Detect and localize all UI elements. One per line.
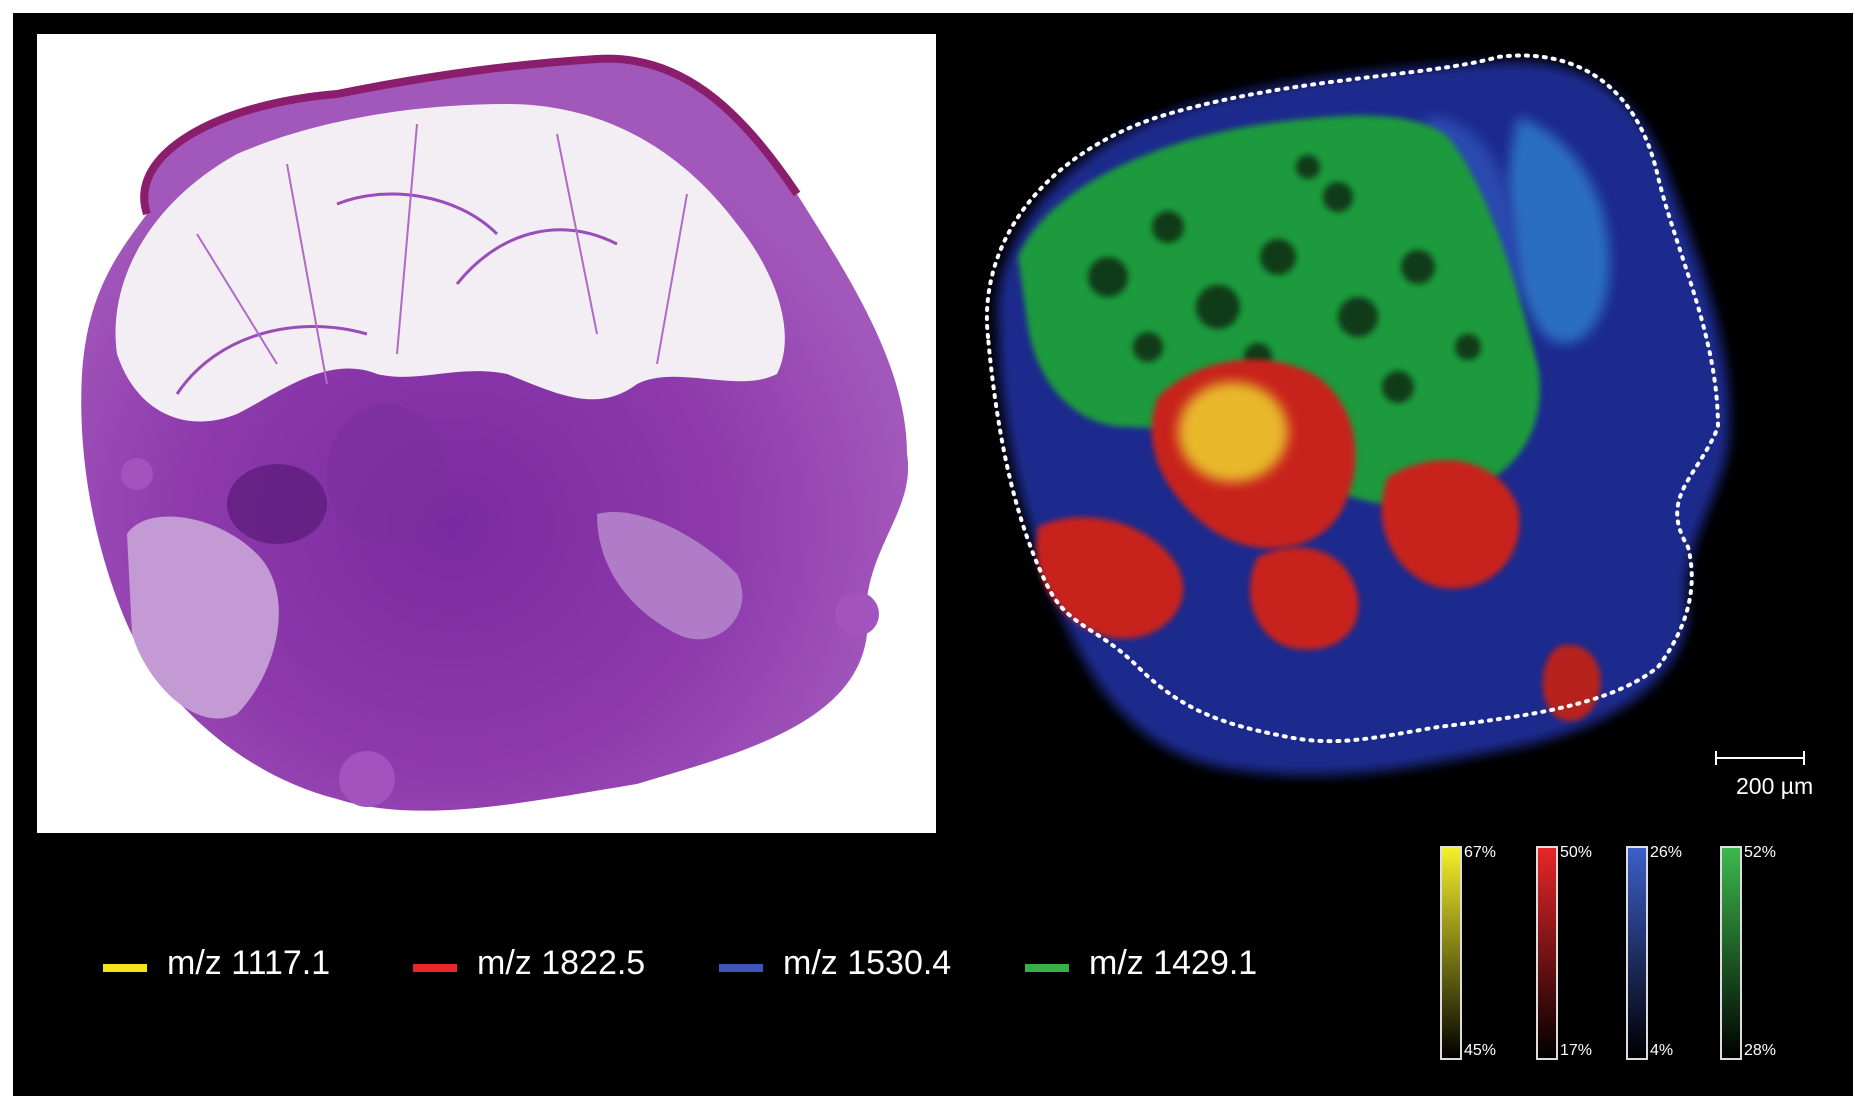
- legend-label: m/z 1822.5: [477, 943, 646, 982]
- legend-item-1822: m/z 1822.5: [413, 943, 646, 982]
- ms-imaging-map: [958, 27, 1818, 837]
- legend-swatch-yellow: [103, 964, 147, 972]
- scale-bar: [1715, 751, 1805, 765]
- colorbar-red-max: 50%: [1560, 844, 1593, 861]
- colorbar-red-min: 17%: [1560, 1042, 1593, 1059]
- legend-swatch-red: [413, 964, 457, 972]
- colorbar-green: [1720, 846, 1742, 1060]
- colorbar-green-max: 52%: [1744, 844, 1777, 861]
- scale-bar-tick-right: [1803, 751, 1805, 765]
- colorbar-blue: [1626, 846, 1648, 1060]
- histology-image: [37, 34, 936, 833]
- legend-item-1530: m/z 1530.4: [719, 943, 952, 982]
- legend-item-1117: m/z 1117.1: [103, 943, 331, 982]
- ion-distribution-map: [985, 53, 1730, 776]
- green-texture-holes: [1088, 155, 1481, 403]
- scale-bar-tick-left: [1715, 751, 1717, 765]
- figure-frame: 200 µm m/z 1117.1 m/z 1822.5 m/z 1530.4 …: [13, 13, 1853, 1096]
- legend-swatch-blue: [719, 964, 763, 972]
- yellow-ion-hotspot: [1178, 382, 1288, 482]
- colorbar-red: [1536, 846, 1558, 1060]
- legend-item-1429: m/z 1429.1: [1025, 943, 1258, 982]
- colorbar-yellow: [1440, 846, 1462, 1060]
- alveolar-region: [115, 104, 785, 422]
- colorbar-green-min: 28%: [1744, 1042, 1777, 1059]
- scale-bar-label: 200 µm: [1736, 773, 1814, 799]
- legend-label: m/z 1429.1: [1089, 943, 1258, 982]
- colorbar-blue-min: 4%: [1650, 1042, 1674, 1059]
- colorbar-yellow-max: 67%: [1464, 844, 1497, 861]
- colorbar-blue-max: 26%: [1650, 844, 1683, 861]
- scale-bar-line: [1715, 757, 1805, 759]
- legend-swatch-green: [1025, 964, 1069, 972]
- he-tissue-section: [81, 54, 909, 811]
- legend-label: m/z 1530.4: [783, 943, 952, 982]
- tissue-boundary-outline: [985, 53, 1721, 744]
- colorbar-yellow-min: 45%: [1464, 1042, 1497, 1059]
- legend-label: m/z 1117.1: [167, 943, 331, 982]
- green-ion-region: [1018, 115, 1540, 506]
